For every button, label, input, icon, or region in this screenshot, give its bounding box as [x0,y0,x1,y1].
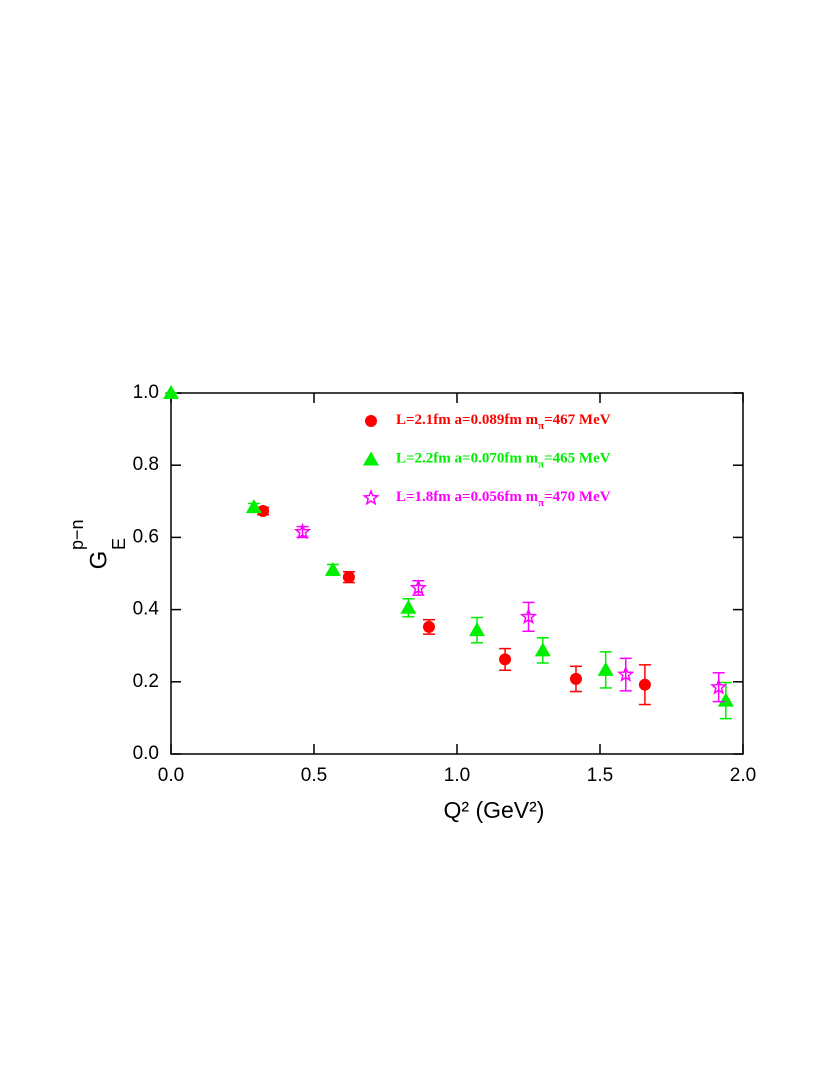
x-tick-label: 1.0 [444,765,470,786]
marker [717,692,734,707]
marker [597,661,614,676]
y-tick-label: 1.0 [133,382,159,403]
y-axis-label: Gp−n E [67,519,129,569]
legend-marker [362,488,380,506]
x-axis-label: Q² (GeV²) [444,797,545,823]
marker [163,385,179,399]
marker [519,607,538,625]
marker [400,599,417,614]
marker [499,653,512,666]
error-bar [619,657,632,692]
x-tick-label: 2.0 [730,765,756,786]
marker [324,561,341,576]
legend-label: L=2.1fm a=0.089fm mπ=467 MeV [396,412,611,431]
marker [293,522,312,540]
marker [469,622,486,637]
y-tick-label: 0.0 [133,743,159,764]
marker [710,678,728,695]
x-tick-label: 0.0 [158,765,184,786]
marker [617,665,635,682]
marker [569,672,582,685]
marker [409,578,428,596]
error-bar [712,672,725,703]
error-bar [522,601,535,633]
y-tick-label: 0.2 [133,671,159,692]
marker [342,571,355,584]
legend-marker [363,451,379,466]
x-tick-label: 1.5 [587,765,613,786]
marker [422,620,435,633]
y-axis-label-sub: E [109,538,129,550]
marker [534,642,551,657]
y-tick-label: 0.6 [133,526,159,547]
marker [257,505,270,518]
y-axis-label-main: G [85,551,112,570]
x-tick-label: 0.5 [301,765,327,786]
marker [638,678,651,691]
y-axis-label-sup: p−n [67,519,87,550]
y-tick-label: 0.8 [133,454,159,475]
marker [245,499,262,514]
y-tick-label: 0.4 [133,599,160,620]
legend-marker [365,415,377,427]
legend-label: L=1.8fm a=0.056fm mπ=470 MeV [396,489,611,508]
legend-label: L=2.2fm a=0.070fm mπ=465 MeV [396,451,611,470]
